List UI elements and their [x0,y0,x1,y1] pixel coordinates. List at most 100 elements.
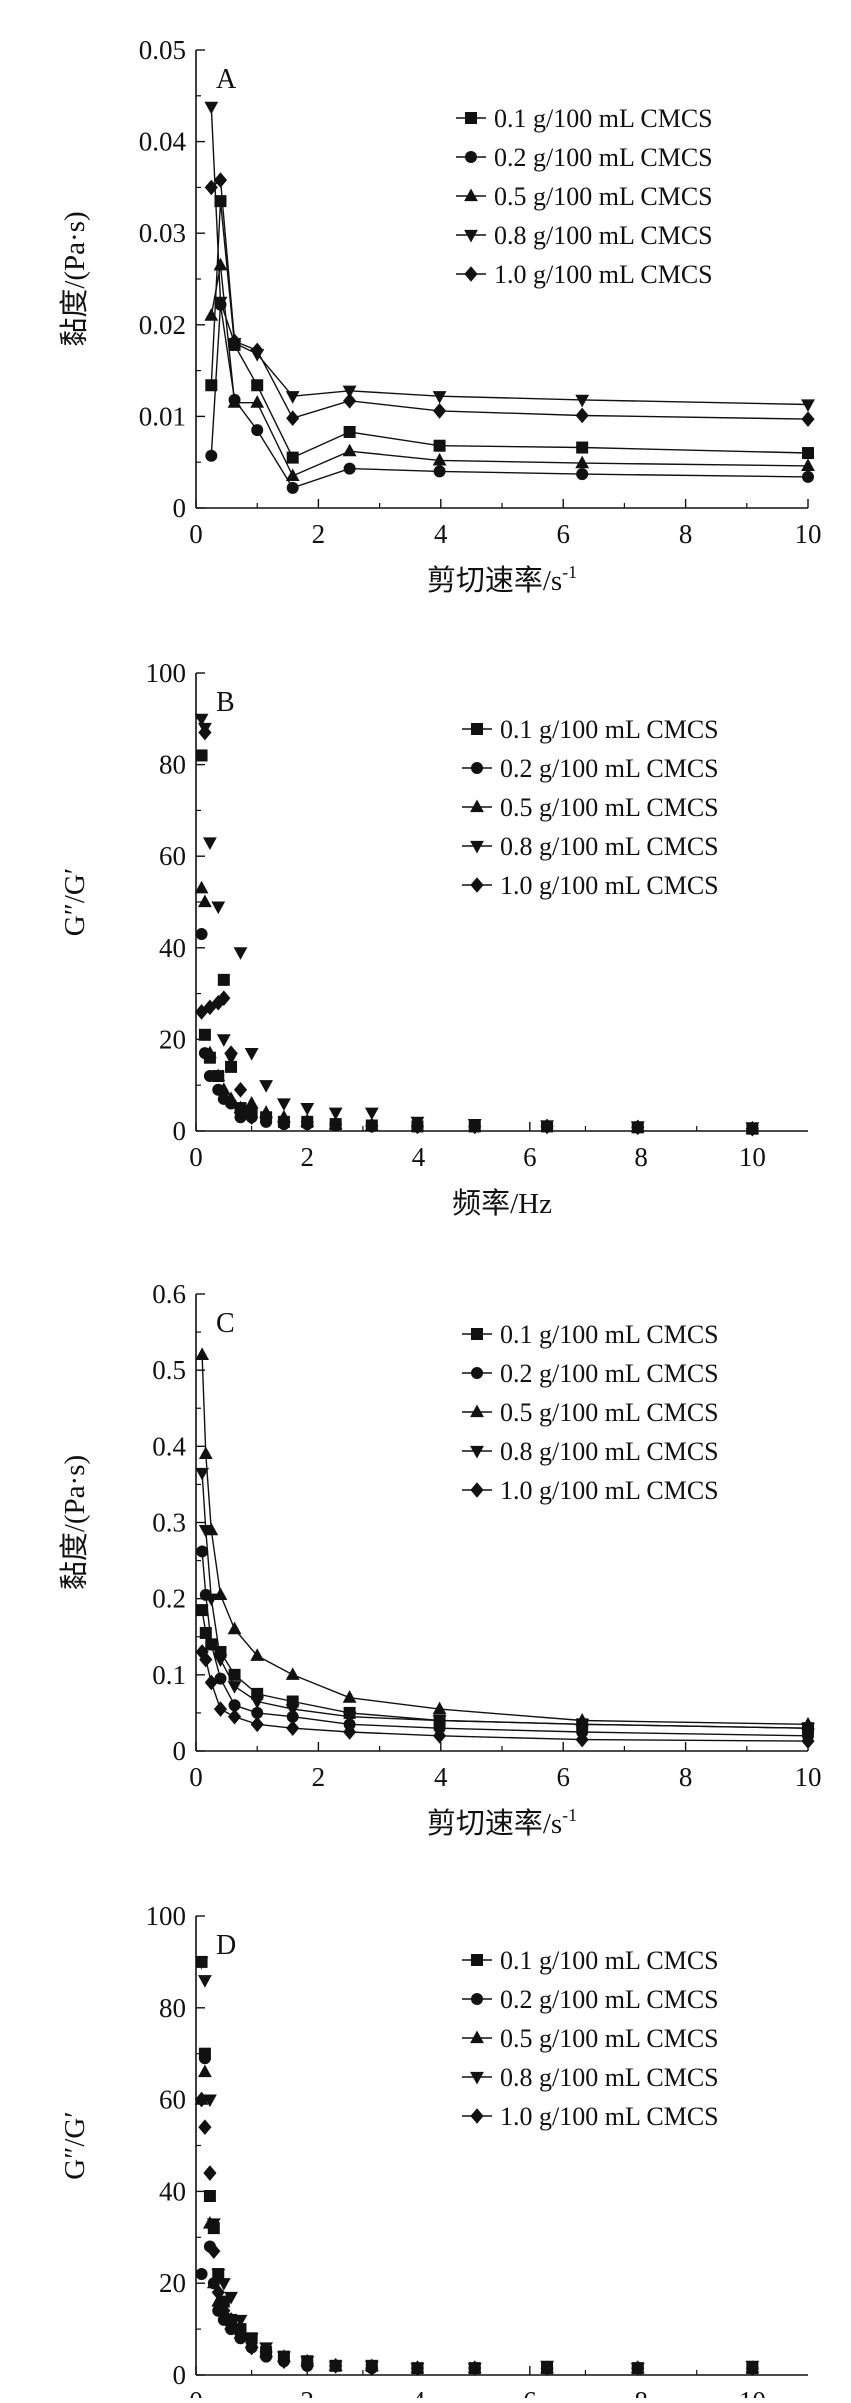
data-point [194,880,209,894]
data-point [211,901,226,915]
legend-label: 0.2 g/100 mL CMCS [500,1359,719,1388]
data-point [224,1091,238,1105]
data-point [206,2275,221,2289]
data-point [211,994,225,1011]
x-tick-label: 10 [739,2386,766,2398]
x-tick-label: 6 [556,1762,570,1792]
data-point [745,2360,759,2376]
data-point [203,2189,216,2202]
data-point [194,713,209,727]
y-axis-label: G″/G′ [59,2111,91,2179]
data-point [575,394,590,408]
data-point [576,468,589,481]
x-tick-label: 10 [795,519,822,549]
legend-label: 0.5 g/100 mL CMCS [494,182,713,211]
x-tick-label: 10 [739,1142,766,1172]
legend: 0.1 g/100 mL CMCS 0.2 g/100 mL CMCS 0.5 g/… [462,1946,719,2131]
legend-label: 1.0 g/100 mL CMCS [500,871,719,900]
x-tick-label: 6 [523,1142,537,1172]
legend-label: 0.1 g/100 mL CMCS [494,104,713,133]
y-tick-label: 0.05 [139,35,186,65]
series-4 [195,1467,815,1736]
series-3 [194,880,760,1134]
x-axis-label: 频率/Hz [452,1187,552,1220]
data-point [227,1681,242,1694]
data-point [205,379,218,392]
data-point [250,395,265,408]
data-point [227,1708,242,1725]
data-point [286,1720,300,1736]
legend-label: 0.2 g/100 mL CMCS [500,754,719,783]
data-point [286,481,299,494]
x-tick-label: 6 [523,2386,537,2398]
data-point [286,451,299,464]
data-point [631,2360,645,2376]
legend-label: 0.5 g/100 mL CMCS [500,2024,719,2053]
data-point [214,195,227,208]
legend-marker [465,112,477,124]
y-tick-label: 40 [159,933,186,963]
data-point [244,1048,259,1061]
data-point [213,1654,228,1668]
data-point [203,837,217,850]
data-point [364,1107,379,1121]
data-point [211,1068,226,1082]
data-point [328,1107,343,1121]
data-point [198,894,212,908]
data-point [198,1525,213,1538]
chart-panel-A: 0 2 4 6 8 10 0 0.01 0.02 0.03 0.04 0.05 剪切速率/s-1 黏度/(… [58,35,822,597]
data-point [802,447,814,460]
data-point [198,1446,213,1460]
data-point [631,1119,645,1136]
x-tick-label: 0 [189,519,203,549]
legend-marker [470,2071,484,2085]
data-point [432,452,447,466]
data-point [227,333,242,350]
data-point [300,2355,314,2372]
x-tick-label: 8 [634,1142,648,1172]
data-point [250,1716,264,1733]
y-tick-label: 20 [159,1024,186,1054]
data-point [576,441,589,454]
data-point [195,1467,210,1481]
series-line [201,1472,809,1729]
data-point [432,1715,447,1729]
series-line [210,178,809,420]
y-tick-label: 0.02 [139,310,186,340]
data-point [228,1699,241,1712]
data-point [251,1706,264,1719]
y-tick-label: 100 [146,658,187,688]
data-point [199,1651,213,1668]
data-point [410,1118,425,1135]
legend: 0.1 g/100 mL CMCS 0.2 g/100 mL CMCS 0.5 g/… [462,1320,719,1505]
data-point [198,1975,212,1988]
legend-marker [470,799,484,813]
data-point [217,973,230,986]
data-point [194,1956,209,1970]
legend-label: 0.2 g/100 mL CMCS [494,143,713,172]
y-tick-label: 0.2 [152,1584,186,1614]
series-5 [195,1644,815,1749]
data-point [802,470,814,483]
series-3 [204,257,815,482]
y-tick-label: 60 [159,2085,186,2115]
series-3 [195,1347,815,1730]
data-point [233,2325,248,2342]
legend-marker [470,2030,484,2044]
y-tick-label: 80 [159,1993,186,2023]
legend-marker [464,188,478,202]
legend-marker [464,266,478,282]
legend-label: 0.5 g/100 mL CMCS [500,1398,719,1427]
data-point [198,724,212,741]
data-point [205,1638,218,1651]
data-point [204,308,219,321]
data-point [206,2218,221,2232]
series-2 [195,2052,759,2375]
data-point [365,2360,379,2376]
data-point [214,1672,227,1685]
legend-marker [471,1328,483,1340]
data-point [213,296,228,310]
data-point [540,2360,554,2376]
legend-marker [471,1993,483,2005]
